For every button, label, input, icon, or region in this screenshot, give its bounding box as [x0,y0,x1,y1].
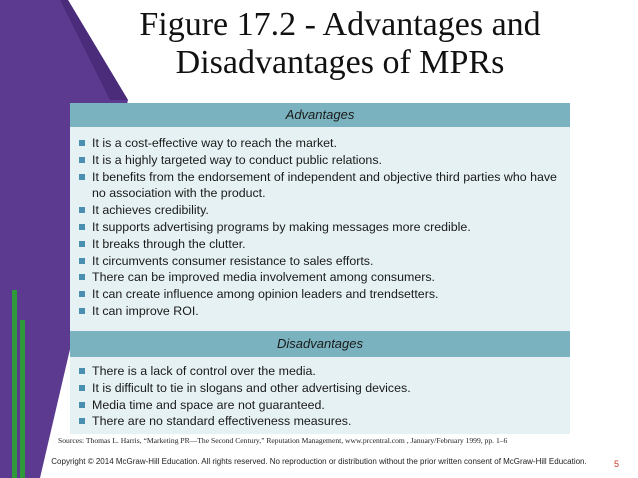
list-item: It is difficult to tie in slogans and ot… [78,380,566,397]
advantages-list: It is a cost-effective way to reach the … [78,135,566,320]
disadvantages-header: Disadvantages [70,331,570,357]
list-item: There are no standard effectiveness meas… [78,413,566,430]
list-item: There is a lack of control over the medi… [78,363,566,380]
advantages-panel [70,127,570,331]
sources-citation: Sources: Thomas L. Harris, “Marketing PR… [58,436,508,445]
list-item: It can improve ROI. [78,303,566,320]
list-item: Media time and space are not guaranteed. [78,397,566,414]
advantages-header: Advantages [70,103,570,127]
list-item: It achieves credibility. [78,202,566,219]
disadvantages-list: There is a lack of control over the medi… [78,363,566,430]
list-item: It circumvents consumer resistance to sa… [78,253,566,270]
copyright-notice: Copyright © 2014 McGraw-Hill Education. … [51,457,587,466]
list-item: It supports advertising programs by maki… [78,219,566,236]
green-accent-line-right [20,320,25,478]
page-number: 5 [614,459,620,469]
green-accent-line-left [12,290,17,478]
list-item: It is a cost-effective way to reach the … [78,135,566,152]
list-item: There can be improved media involvement … [78,269,566,286]
list-item: It benefits from the endorsement of inde… [78,169,566,203]
disadvantages-panel [70,357,570,434]
list-item: It is a highly targeted way to conduct p… [78,152,566,169]
slide-title: Figure 17.2 - Advantages and Disadvantag… [139,6,541,81]
list-item: It can create influence among opinion le… [78,286,566,303]
list-item: It breaks through the clutter. [78,236,566,253]
